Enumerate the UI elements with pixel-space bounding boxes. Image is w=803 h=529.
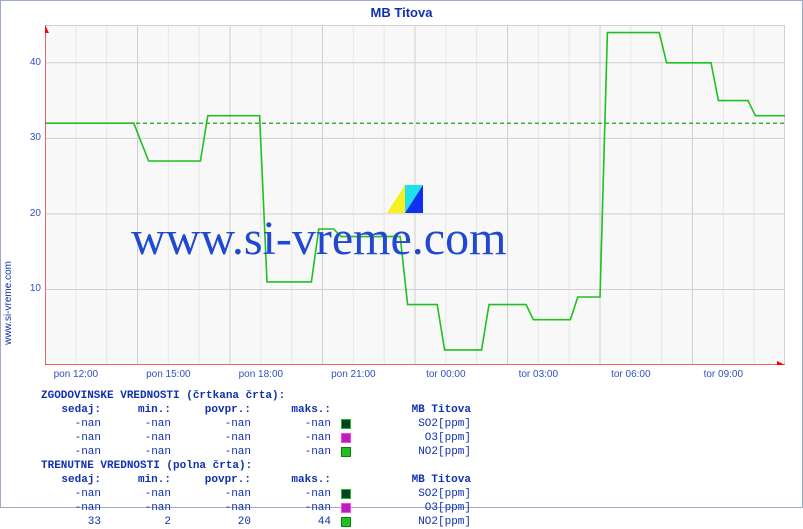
chart-frame: MB Titova www.si-vreme.com www.si-vreme.… — [0, 0, 803, 508]
hist-row: -nan-nan-nan-nanNO2[ppm] — [41, 445, 471, 459]
chart-title: MB Titova — [1, 5, 802, 20]
series-label: SO2[ppm] — [351, 417, 471, 431]
val-sedaj: -nan — [41, 431, 101, 445]
val-min: 2 — [101, 515, 171, 529]
series-label: O3[ppm] — [351, 501, 471, 515]
col-station: MB Titova — [351, 473, 471, 487]
val-maks: -nan — [251, 501, 331, 515]
val-min: -nan — [101, 487, 171, 501]
series-label: SO2[ppm] — [351, 487, 471, 501]
series-swatch — [331, 515, 351, 529]
series-swatch — [331, 501, 351, 515]
val-min: -nan — [101, 431, 171, 445]
series-swatch — [331, 431, 351, 445]
val-sedaj: -nan — [41, 417, 101, 431]
val-sedaj: -nan — [41, 501, 101, 515]
val-povpr: -nan — [171, 445, 251, 459]
val-maks: -nan — [251, 431, 331, 445]
y-tick-label: 30 — [11, 132, 41, 143]
x-tick-label: pon 18:00 — [231, 369, 291, 380]
val-povpr: 20 — [171, 515, 251, 529]
col-povpr: povpr.: — [171, 403, 251, 417]
y-tick-label: 10 — [11, 283, 41, 294]
series-label: O3[ppm] — [351, 431, 471, 445]
col-swatch — [331, 403, 351, 417]
data-tables: ZGODOVINSKE VREDNOSTI (črtkana črta): se… — [41, 389, 471, 529]
col-min: min.: — [101, 403, 171, 417]
val-sedaj: 33 — [41, 515, 101, 529]
val-maks: 44 — [251, 515, 331, 529]
col-min: min.: — [101, 473, 171, 487]
x-tick-label: tor 06:00 — [601, 369, 661, 380]
val-min: -nan — [101, 501, 171, 515]
series-label: NO2[ppm] — [351, 515, 471, 529]
series-swatch — [331, 445, 351, 459]
x-tick-label: pon 21:00 — [323, 369, 383, 380]
val-min: -nan — [101, 417, 171, 431]
val-maks: -nan — [251, 445, 331, 459]
val-sedaj: -nan — [41, 445, 101, 459]
col-sedaj: sedaj: — [41, 473, 101, 487]
val-maks: -nan — [251, 487, 331, 501]
curr-table-title: TRENUTNE VREDNOSTI (polna črta): — [41, 459, 252, 473]
curr-row: -nan-nan-nan-nanSO2[ppm] — [41, 487, 471, 501]
col-sedaj: sedaj: — [41, 403, 101, 417]
col-maks: maks.: — [251, 473, 331, 487]
x-tick-label: tor 03:00 — [508, 369, 568, 380]
val-povpr: -nan — [171, 431, 251, 445]
hist-row: -nan-nan-nan-nanO3[ppm] — [41, 431, 471, 445]
series-swatch — [331, 487, 351, 501]
hist-table-title: ZGODOVINSKE VREDNOSTI (črtkana črta): — [41, 389, 285, 403]
y-tick-label: 20 — [11, 208, 41, 219]
side-source-label: www.si-vreme.com — [3, 261, 14, 345]
curr-row: 3322044 NO2[ppm] — [41, 515, 471, 529]
val-povpr: -nan — [171, 501, 251, 515]
val-maks: -nan — [251, 417, 331, 431]
x-tick-label: pon 15:00 — [138, 369, 198, 380]
hist-header-row: sedaj: min.: povpr.: maks.: MB Titova — [41, 403, 471, 417]
hist-row: -nan-nan-nan-nanSO2[ppm] — [41, 417, 471, 431]
val-povpr: -nan — [171, 417, 251, 431]
val-min: -nan — [101, 445, 171, 459]
curr-header-row: sedaj: min.: povpr.: maks.: MB Titova — [41, 473, 471, 487]
col-povpr: povpr.: — [171, 473, 251, 487]
y-tick-label: 40 — [11, 57, 41, 68]
val-povpr: -nan — [171, 487, 251, 501]
curr-row: -nan-nan-nan-nanO3[ppm] — [41, 501, 471, 515]
x-tick-label: tor 09:00 — [693, 369, 753, 380]
col-maks: maks.: — [251, 403, 331, 417]
series-label: NO2[ppm] — [351, 445, 471, 459]
col-station: MB Titova — [351, 403, 471, 417]
x-tick-label: tor 00:00 — [416, 369, 476, 380]
x-tick-label: pon 12:00 — [46, 369, 106, 380]
col-swatch — [331, 473, 351, 487]
series-swatch — [331, 417, 351, 431]
val-sedaj: -nan — [41, 487, 101, 501]
brand-logo — [387, 185, 423, 213]
